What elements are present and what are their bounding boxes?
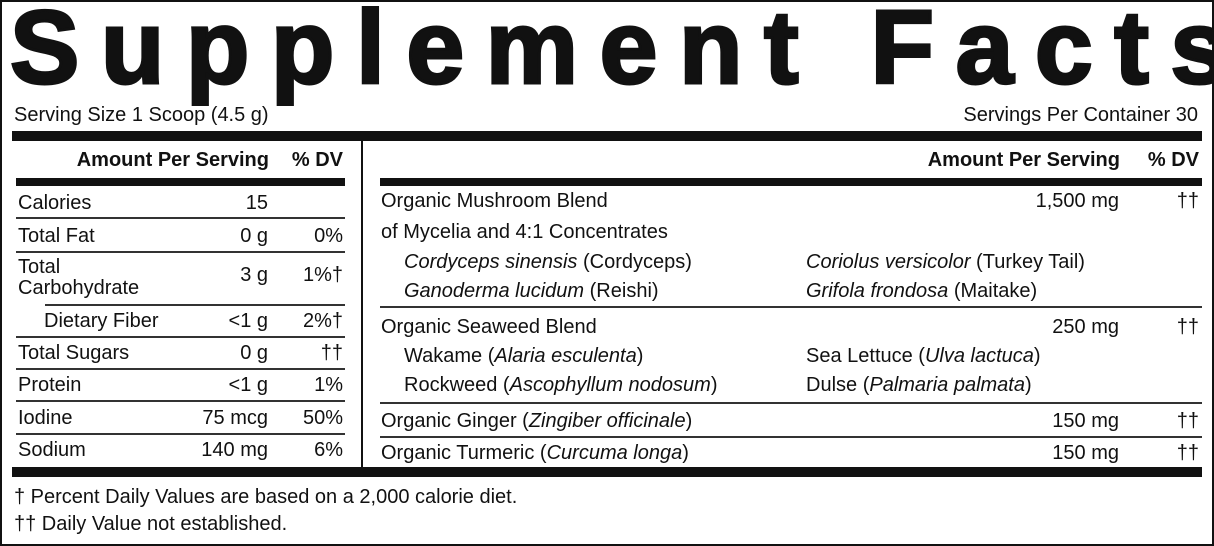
sub-ingredient: Grifola frondosa (Maitake) (806, 280, 1038, 302)
column-divider (361, 141, 363, 468)
row-divider (380, 436, 1202, 438)
nutrient-name: Dietary Fiber (44, 310, 159, 332)
footnote-dv: † Percent Daily Values are based on a 2,… (14, 486, 518, 508)
left-header-amount: Amount Per Serving (76, 149, 269, 171)
row-divider (45, 304, 345, 306)
left-header-dv: % DV (291, 149, 343, 171)
ingredient-name: Organic Seaweed Blend (381, 316, 597, 338)
ingredient-amount: 1,500 mg (1035, 190, 1119, 212)
row-divider (380, 306, 1202, 308)
nutrient-name: Total Fat (18, 225, 95, 247)
row-divider (16, 433, 345, 435)
nutrient-amount: 15 (245, 192, 268, 214)
thick-divider-bottom (12, 467, 1202, 477)
footnote-not-established: †† Daily Value not established. (14, 513, 288, 535)
ingredient-amount: 150 mg (1052, 410, 1119, 432)
row-divider (16, 217, 345, 219)
ingredient-name: Organic Turmeric (Curcuma longa) (381, 442, 689, 464)
servings-per-container: Servings Per Container 30 (963, 104, 1198, 126)
nutrient-amount: 0 g (240, 342, 268, 364)
nutrient-dv: 0% (314, 225, 343, 247)
nutrient-dv: †† (320, 342, 343, 364)
right-header-amount: Amount Per Serving (927, 149, 1120, 171)
nutrient-dv: 50% (302, 407, 343, 429)
nutrient-name-line2: Carbohydrate (18, 277, 140, 299)
nutrient-name: Iodine (18, 407, 73, 429)
ingredient-amount: 250 mg (1052, 316, 1119, 338)
thick-divider (12, 131, 1202, 141)
nutrient-amount: 75 mcg (202, 407, 268, 429)
sub-ingredient: Coriolus versicolor (Turkey Tail) (806, 251, 1085, 273)
ingredient-dv: †† (1176, 190, 1199, 212)
row-divider (16, 400, 345, 402)
ingredient-dv: †† (1176, 442, 1199, 464)
ingredient-dv: †† (1176, 316, 1199, 338)
ingredient-dv: †† (1176, 410, 1199, 432)
nutrient-name: Total (18, 256, 61, 278)
nutrient-amount: <1 g (228, 374, 268, 396)
nutrient-dv: 1%† (302, 264, 343, 286)
nutrient-amount: <1 g (228, 310, 268, 332)
row-divider (380, 402, 1202, 404)
ingredient-name: Organic Mushroom Blend (381, 190, 608, 212)
nutrient-name: Total Sugars (18, 342, 130, 364)
sub-ingredient: Dulse (Palmaria palmata) (806, 374, 1032, 396)
nutrient-amount: 3 g (240, 264, 268, 286)
label-title: Supplement Facts (9, 0, 1214, 107)
nutrient-amount: 140 mg (201, 439, 268, 461)
row-divider (16, 368, 345, 370)
nutrient-dv: 1% (314, 374, 343, 396)
nutrient-name: Sodium (18, 439, 86, 461)
nutrient-name: Protein (18, 374, 82, 396)
sub-ingredient: Wakame (Alaria esculenta) (404, 345, 644, 367)
nutrient-dv: 2%† (302, 310, 343, 332)
sub-ingredient: Sea Lettuce (Ulva lactuca) (806, 345, 1041, 367)
right-header-bar (380, 178, 1202, 186)
nutrient-amount: 0 g (240, 225, 268, 247)
sub-ingredient: Rockweed (Ascophyllum nodosum) (404, 374, 718, 396)
row-divider (16, 251, 345, 253)
serving-size: Serving Size 1 Scoop (4.5 g) (14, 104, 269, 126)
sub-ingredient: Ganoderma lucidum (Reishi) (404, 280, 659, 302)
ingredient-name: Organic Ginger (Zingiber officinale) (381, 410, 693, 432)
ingredient-amount: 150 mg (1052, 442, 1119, 464)
nutrient-name: Calories (18, 192, 92, 214)
ingredient-name-line2: of Mycelia and 4:1 Concentrates (381, 221, 668, 243)
sub-ingredient: Cordyceps sinensis (Cordyceps) (404, 251, 692, 273)
nutrient-dv: 6% (314, 439, 343, 461)
right-header-dv: % DV (1147, 149, 1199, 171)
left-header-bar (16, 178, 345, 186)
row-divider (16, 336, 345, 338)
